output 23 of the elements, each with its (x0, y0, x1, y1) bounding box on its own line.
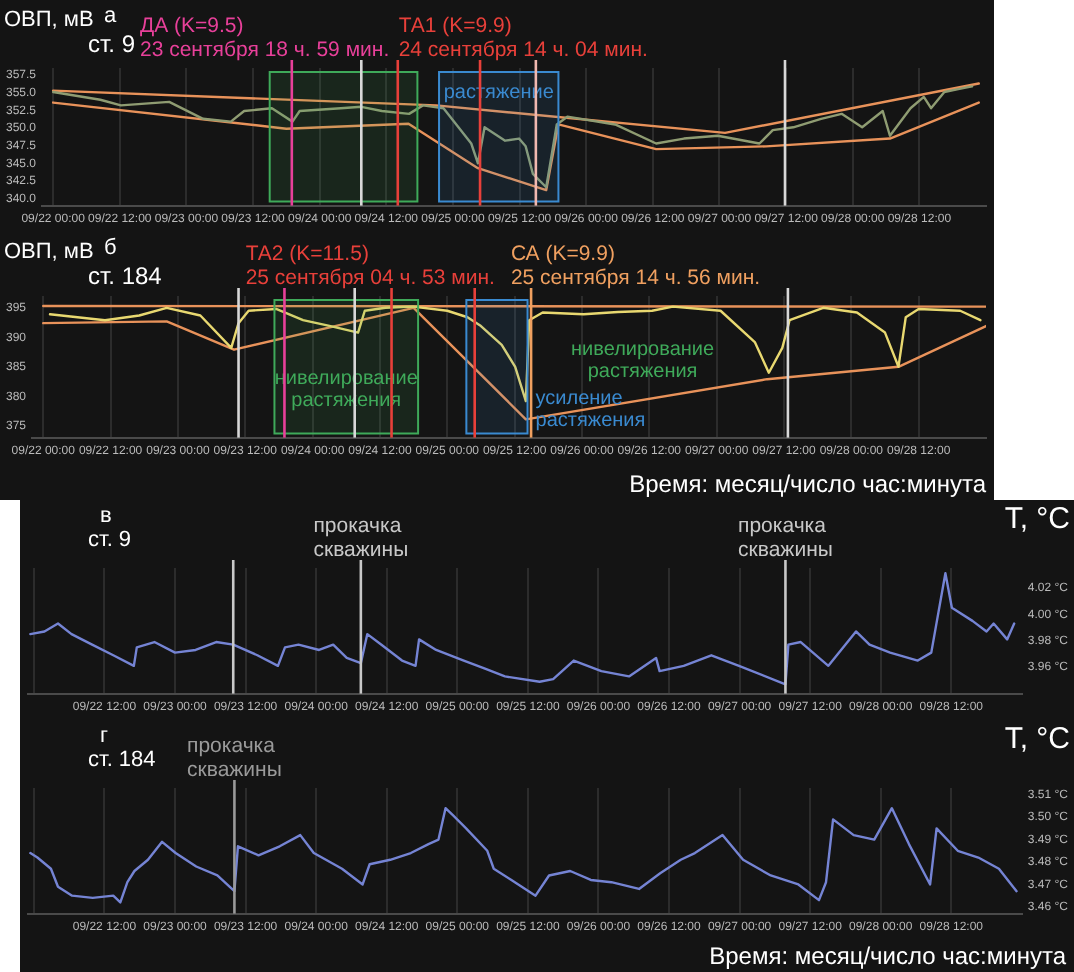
ref-line-label: ТА1 (K=9.9) 24 сентября 14 ч. 04 мин. (398, 14, 648, 62)
chart-title: б (104, 236, 117, 261)
band-label: усиление растяжения (535, 387, 646, 432)
chart-subtitle: ст. 9 (88, 30, 136, 59)
chart-title: г (100, 724, 109, 749)
x-axis-title: Время: месяц/число час:минута (709, 941, 1066, 970)
chart-title: а (104, 4, 117, 29)
y2-axis-title: T, °C (1004, 722, 1070, 757)
y-axis-title: ОВП, мВ (4, 8, 94, 33)
ref-line-label: прокачка скважины (187, 734, 282, 782)
chart-subtitle: ст. 184 (88, 262, 162, 291)
ref-line-label: ТА2 (K=11.5) 25 сентября 04 ч. 53 мин. (245, 242, 495, 290)
chart-subtitle: ст. 9 (88, 528, 132, 553)
ref-line-label: прокачка скважины (738, 514, 833, 562)
y2-axis-title: T, °C (1004, 502, 1070, 537)
ref-line-label: ДА (K=9.5) 23 сентября 18 ч. 59 мин. (140, 14, 390, 62)
chart-subtitle: ст. 184 (88, 748, 156, 773)
ref-line-label: прокачка скважины (313, 514, 409, 562)
y-axis-title: ОВП, мВ (4, 240, 94, 265)
ref-line-label: СА (K=9.9) 25 сентября 14 ч. 56 мин. (510, 242, 761, 290)
x-axis-title: Время: месяц/число час:минута (629, 469, 986, 498)
annotation: нивелирование растяжения (571, 339, 715, 384)
chart-title: в (100, 504, 112, 529)
